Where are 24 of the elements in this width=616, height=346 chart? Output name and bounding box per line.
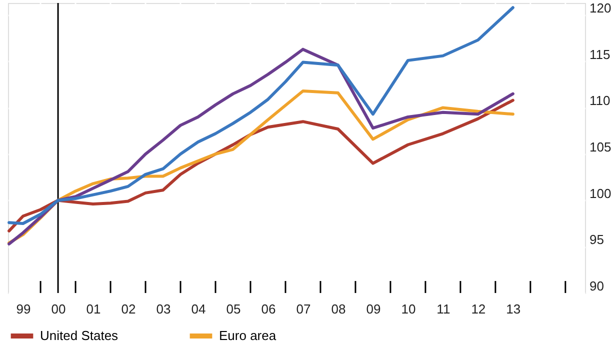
legend-label: Euro area bbox=[219, 328, 277, 343]
x-tick-label: 11 bbox=[436, 302, 450, 316]
x-tick-label: 05 bbox=[226, 302, 241, 316]
x-tick-label: 00 bbox=[51, 302, 66, 316]
x-tick-label: 08 bbox=[331, 302, 346, 316]
x-tick-label: 13 bbox=[506, 302, 521, 316]
y-tick-label: 105 bbox=[590, 140, 612, 155]
x-tick-label: 02 bbox=[121, 302, 136, 316]
x-tick-label: 10 bbox=[401, 302, 416, 316]
y-tick-label: 110 bbox=[590, 93, 610, 108]
y-tick-label: 120 bbox=[590, 0, 612, 16]
y-tick-label: 115 bbox=[590, 46, 610, 62]
x-tick-label: 07 bbox=[296, 302, 311, 316]
x-tick-label: 99 bbox=[16, 302, 31, 316]
legend-label: United States bbox=[40, 328, 119, 343]
y-tick-label: 90 bbox=[590, 278, 604, 294]
x-tick-label: 01 bbox=[86, 302, 101, 316]
x-tick-label: 06 bbox=[261, 302, 276, 316]
x-tick-label: 04 bbox=[191, 302, 206, 316]
x-tick-label: 12 bbox=[471, 302, 486, 316]
y-tick-label: 95 bbox=[590, 232, 604, 248]
x-tick-label: 03 bbox=[156, 302, 171, 316]
y-tick-label: 100 bbox=[590, 186, 612, 201]
x-tick-label: 09 bbox=[366, 302, 381, 316]
